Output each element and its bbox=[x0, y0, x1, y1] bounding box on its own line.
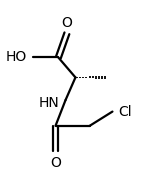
Text: HO: HO bbox=[6, 50, 27, 64]
Text: O: O bbox=[61, 16, 72, 30]
Text: O: O bbox=[50, 156, 61, 170]
Text: HN: HN bbox=[39, 96, 60, 110]
Text: Cl: Cl bbox=[118, 105, 132, 119]
